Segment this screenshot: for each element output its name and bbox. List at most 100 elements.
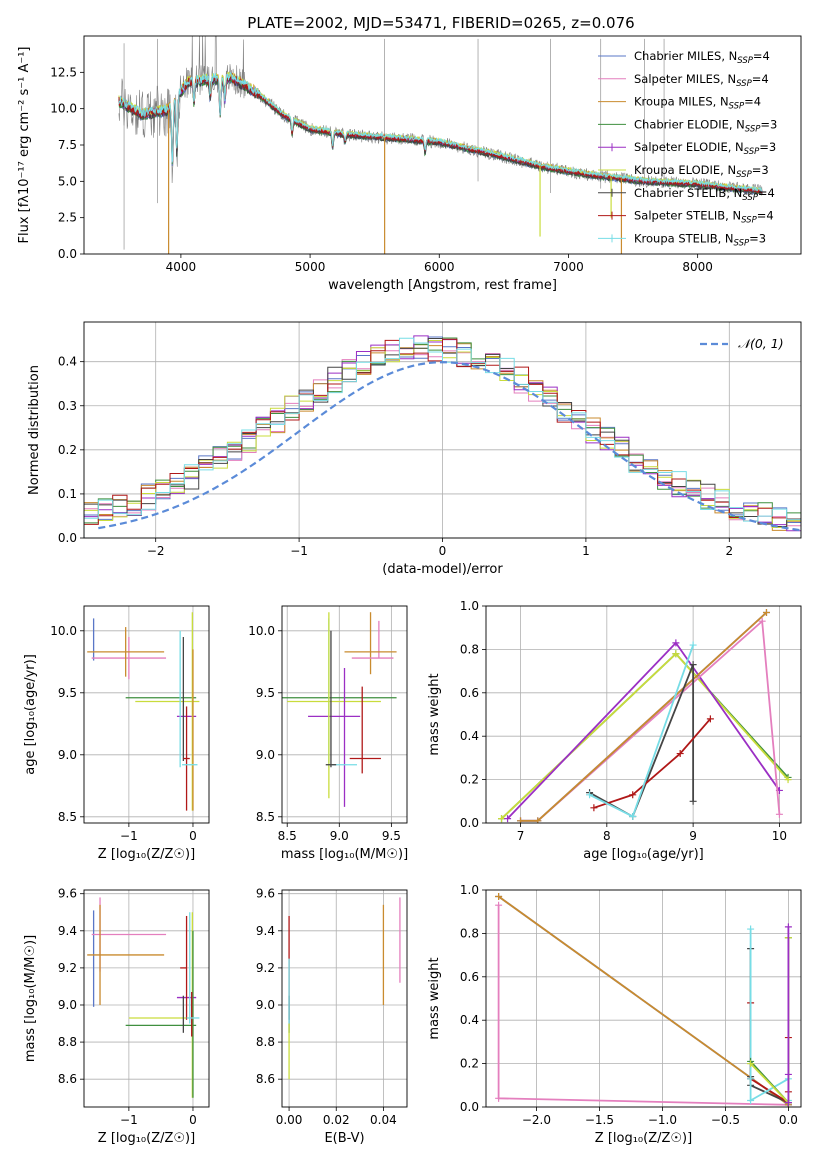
legend-entry: 𝒩(0, 1) [738, 336, 784, 351]
weight-marker [676, 750, 684, 758]
plot-area [84, 335, 801, 538]
model-spectrum-kroupa-stelib [118, 72, 763, 193]
legend-entry: Salpeter MILES, NSSP=4 [634, 72, 769, 89]
axes-frame [281, 605, 408, 824]
x-tick-label: 8000 [682, 260, 713, 274]
y-tick-label: 2.5 [58, 211, 77, 225]
x-axis-label: Z [log₁₀(Z/Z☉)] [595, 1131, 692, 1146]
axes-frame [83, 321, 802, 539]
y-tick-label: 9.0 [256, 748, 275, 762]
x-tick-label: −1 [120, 1113, 138, 1127]
y-tick-label: 0.6 [460, 970, 479, 984]
panel-weight_vs_age: 7 8 9 10 0.0 0.2 0.4 0.6 0.8 1.0 age [log₁₀(age/yr… [427, 599, 802, 862]
plot-area [495, 893, 792, 1107]
y-tick-label: 9.0 [256, 998, 275, 1012]
weight-marker [629, 791, 637, 799]
y-tick-label: 9.2 [256, 961, 275, 975]
weight-line-salpeter-miles [520, 619, 781, 822]
y-tick-label: 0.0 [460, 1100, 479, 1114]
plot-area [282, 612, 397, 807]
legend-entry: Kroupa STELIB, NSSP=3 [634, 231, 766, 248]
x-tick-label: 4000 [166, 260, 197, 274]
x-tick-label: 9 [689, 829, 697, 843]
weight-marker [747, 1096, 755, 1104]
y-tick-label: 0.0 [460, 816, 479, 830]
y-tick-label: 0.6 [460, 686, 479, 700]
weight-marker [706, 715, 714, 723]
legend-entry: Chabrier ELODIE, NSSP=3 [634, 117, 777, 134]
y-axis-label: Flux [fλ10⁻¹⁷ erg cm⁻² s⁻¹ A⁻¹] [17, 47, 32, 244]
x-tick-label: −2 [147, 544, 165, 558]
y-tick-label: 10.0 [50, 624, 77, 638]
axes-frame [83, 35, 802, 255]
x-tick-label: 0.02 [323, 1113, 350, 1127]
weight-marker [672, 650, 680, 658]
y-tick-label: 0.4 [58, 355, 77, 369]
y-tick-label: 0.0 [58, 531, 77, 545]
x-axis-label: Z [log₁₀(Z/Z☉)] [98, 1131, 195, 1146]
weight-marker [784, 923, 792, 931]
x-tick-label: 10 [772, 829, 787, 843]
legend-entry: Kroupa ELODIE, NSSP=3 [634, 163, 769, 180]
legend-entry: Chabrier STELIB, NSSP=4 [634, 186, 775, 203]
weight-marker [495, 901, 503, 909]
weight-marker [586, 791, 594, 799]
y-tick-label: 9.6 [256, 887, 275, 901]
y-tick-label: 9.4 [58, 924, 77, 938]
weight-marker [758, 617, 766, 625]
y-tick-label: 9.5 [58, 686, 77, 700]
plot-area [87, 897, 200, 1098]
panel-mass_vs_Z: −1 0 8.6 8.8 9.0 9.2 9.4 9.6 Z [log₁₀(Z/Z☉)] mass… [23, 887, 210, 1146]
y-tick-label: 9.0 [58, 998, 77, 1012]
y-tick-label: 9.6 [58, 887, 77, 901]
weight-line-salpeter-stelib [593, 718, 712, 809]
y-tick-label: 10.0 [50, 102, 77, 116]
weight-marker [689, 797, 697, 805]
panel-weight_vs_Z: −2.0 −1.5 −1.0 −0.5 0.0 0.0 0.2 0.4 0.6 0.8 1.0 Z [… [427, 883, 802, 1146]
y-tick-label: 0.2 [460, 1057, 479, 1071]
y-tick-label: 8.8 [256, 1035, 275, 1049]
panel-age_vs_Z: −1 0 8.5 9.0 9.5 10.0 Z [log₁₀(Z/Z☉)] age [log₁… [23, 605, 210, 862]
plot-area [498, 609, 792, 823]
weight-marker [590, 804, 598, 812]
x-tick-label: 0 [439, 544, 447, 558]
x-tick-label: −1 [120, 829, 138, 843]
x-tick-label: 9.0 [330, 829, 349, 843]
legend-entry: Salpeter STELIB, NSSP=4 [634, 209, 774, 226]
panel-residuals: −2 −1 0 1 2 0.0 0.1 0.2 0.3 0.4 (data-model)/error… [27, 321, 802, 577]
y-tick-label: 0.4 [460, 729, 479, 743]
weight-line-chabrier-stelib [749, 948, 789, 1104]
y-tick-label: 0.2 [460, 773, 479, 787]
plot-area [288, 897, 401, 1080]
weight-marker [504, 815, 512, 823]
y-axis-label: mass [log₁₀(M/M☉)] [23, 935, 38, 1062]
y-tick-label: 8.6 [58, 1072, 77, 1086]
weight-marker [784, 1070, 792, 1078]
weight-marker [784, 1099, 792, 1107]
x-axis-label: Z [log₁₀(Z/Z☉)] [98, 847, 195, 862]
legend-entry: Kroupa MILES, NSSP=4 [634, 95, 761, 112]
y-tick-label: 8.6 [256, 1072, 275, 1086]
y-tick-label: 0.3 [58, 399, 77, 413]
weight-marker [629, 812, 637, 820]
weight-line-salpeter-miles [497, 905, 789, 1106]
figure-title: PLATE=2002, MJD=53471, FIBERID=0265, z=0… [247, 14, 634, 32]
y-tick-label: 9.5 [256, 686, 275, 700]
model-spectrum-salpeter-stelib [118, 72, 763, 194]
x-tick-label: 7 [517, 829, 525, 843]
weight-marker [747, 1060, 755, 1068]
x-axis-label: (data-model)/error [382, 562, 503, 577]
x-tick-label: 2 [725, 544, 733, 558]
y-tick-label: 8.5 [256, 810, 275, 824]
panel-spectrum: 4000 5000 6000 7000 8000 0.0 2.5 5.0 7.5 10.0 12.5… [17, 35, 802, 293]
y-tick-label: 0.1 [58, 487, 77, 501]
y-axis-label: mass weight [427, 957, 442, 1039]
weight-line-kroupa-miles [498, 895, 789, 1106]
legend: 𝒩(0, 1) [700, 336, 784, 351]
y-tick-label: 8.8 [58, 1035, 77, 1049]
x-tick-label: 0 [189, 1113, 197, 1127]
x-tick-label: 5000 [295, 260, 326, 274]
plot-area [118, 36, 763, 254]
y-tick-label: 1.0 [460, 599, 479, 613]
